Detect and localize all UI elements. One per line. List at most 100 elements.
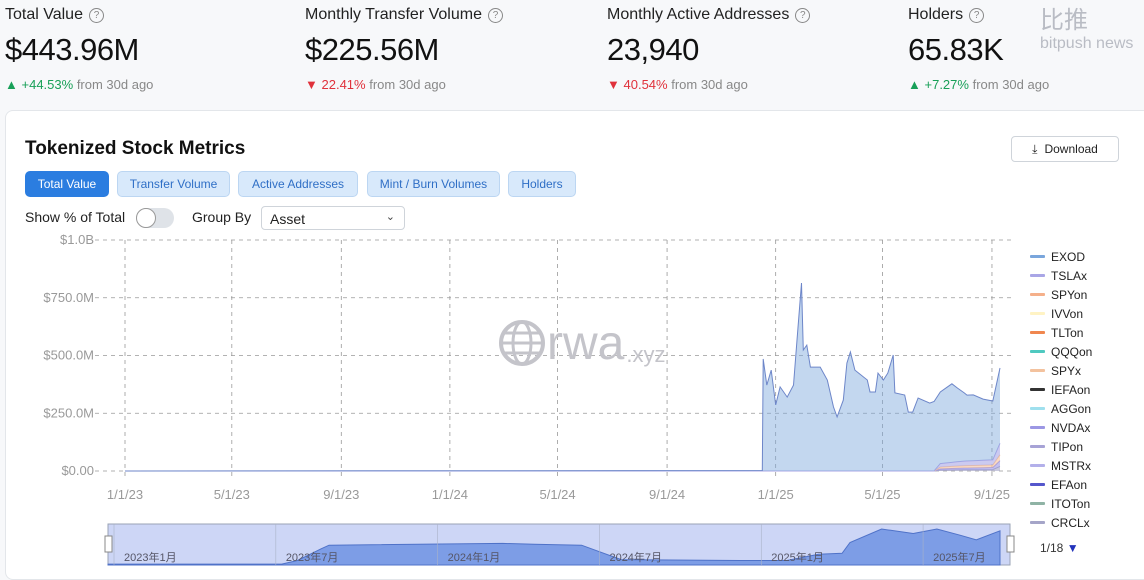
stat-card: Monthly Active Addresses? 23,940 ▼ 40.54… (607, 6, 811, 92)
line-tslax (125, 443, 1001, 472)
bitpush-logo: 比推 bitpush news (1040, 8, 1133, 54)
stat-card: Holders? 65.83K ▲ +7.27% from 30d ago (908, 6, 1049, 92)
watermark-suffix: .xyz (626, 342, 666, 367)
y-tick-label: $0.00 (61, 463, 94, 478)
stat-change-suffix: from 30d ago (369, 77, 446, 92)
logo-text: bitpush news (1040, 35, 1134, 52)
legend-item[interactable]: SPYon (1030, 285, 1092, 304)
navigator-tick-label: 2025年1月 (771, 550, 824, 564)
watermark-text: rwa (547, 317, 625, 370)
download-button[interactable]: ⤓ Download (1011, 136, 1119, 162)
y-tick-label: $750.0M (43, 290, 94, 305)
navigator-area (107, 528, 1001, 566)
show-pct-toggle[interactable] (136, 208, 174, 228)
stat-change: +7.27% (924, 77, 969, 92)
legend-label: IEFAon (1051, 382, 1091, 397)
legend-next-icon[interactable]: ▼ (1066, 541, 1079, 555)
group-by-select[interactable]: Asset ⌄ (261, 206, 405, 230)
stat-change: 22.41% (321, 77, 366, 92)
arrow-up-icon: ▲ (5, 77, 18, 92)
legend-item[interactable]: TSLAx (1030, 266, 1092, 285)
legend-label: IVVon (1051, 306, 1084, 321)
legend-item[interactable]: CRCLx (1030, 513, 1092, 532)
stat-card: Monthly Transfer Volume? $225.56M ▼ 22.4… (305, 6, 503, 92)
tab-mint-burn-volumes[interactable]: Mint / Burn Volumes (367, 171, 500, 197)
navigator-tick-label: 2025年7月 (933, 550, 986, 564)
stat-change: +44.53% (21, 77, 74, 92)
card-title: Tokenized Stock Metrics (25, 138, 246, 159)
stat-value: $225.56M (305, 32, 439, 67)
x-tick-label: 5/1/23 (214, 487, 250, 502)
stat-change-suffix: from 30d ago (671, 77, 748, 92)
x-tick-label: 1/1/24 (432, 487, 468, 502)
legend-swatch (1030, 407, 1045, 410)
legend-label: QQQon (1051, 344, 1093, 359)
tab-holders[interactable]: Holders (508, 171, 576, 197)
y-tick-label: $250.0M (43, 405, 94, 420)
legend-swatch (1030, 312, 1045, 315)
legend-item[interactable]: QQQon (1030, 342, 1092, 361)
legend-label: TIPon (1051, 439, 1084, 454)
legend-swatch (1030, 388, 1045, 391)
x-tick-label: 5/1/24 (540, 487, 576, 502)
rwa-watermark: rwa .xyz (497, 318, 665, 368)
legend-item[interactable]: EXOD (1030, 247, 1092, 266)
legend-swatch (1030, 521, 1045, 524)
legend-swatch (1030, 350, 1045, 353)
legend-page: 1/18 (1040, 541, 1064, 555)
stat-label: Holders (908, 6, 964, 23)
x-tick-label: 1/1/23 (107, 487, 143, 502)
legend-label: TLTon (1051, 325, 1084, 340)
x-tick-label: 9/1/23 (323, 487, 359, 502)
legend-item[interactable]: EFAon (1030, 475, 1092, 494)
legend-item[interactable]: IVVon (1030, 304, 1092, 323)
line-exod (124, 282, 1001, 472)
download-icon: ⤓ (1032, 141, 1038, 156)
legend-item[interactable]: AGGon (1030, 399, 1092, 418)
legend-swatch (1030, 426, 1045, 429)
legend-swatch (1030, 502, 1045, 505)
legend-swatch (1030, 293, 1045, 296)
legend-item[interactable]: MSTRx (1030, 456, 1092, 475)
navigator-handle[interactable] (1006, 535, 1015, 553)
tab-active-addresses[interactable]: Active Addresses (238, 171, 358, 197)
legend-swatch (1030, 274, 1045, 277)
stat-value: 23,940 (607, 32, 699, 67)
stat-value: 65.83K (908, 32, 1004, 67)
tab-transfer-volume[interactable]: Transfer Volume (117, 171, 230, 197)
chart-legend: EXOD TSLAx SPYon IVVon TLTon QQQon SPYx IEFAon A… (1030, 247, 1092, 532)
help-icon[interactable]: ? (969, 7, 985, 23)
globe-icon (499, 320, 545, 366)
x-tick-label: 9/1/24 (649, 487, 685, 502)
legend-item[interactable]: NVDAx (1030, 418, 1092, 437)
legend-pager[interactable]: 1/18 ▼ (1040, 541, 1079, 555)
x-tick-label: 1/1/25 (758, 487, 794, 502)
legend-item[interactable]: SPYx (1030, 361, 1092, 380)
legend-label: EXOD (1051, 249, 1086, 264)
help-icon[interactable]: ? (88, 7, 104, 23)
legend-swatch (1030, 483, 1045, 486)
legend-item[interactable]: IEFAon (1030, 380, 1092, 399)
area-exod (125, 283, 1000, 471)
stat-card: Total Value? $443.96M ▲ +44.53% from 30d… (5, 6, 153, 92)
stat-label: Monthly Transfer Volume (305, 6, 482, 23)
y-tick-label: $1.0B (60, 232, 94, 247)
toggle-knob (136, 208, 156, 228)
legend-item[interactable]: TLTon (1030, 323, 1092, 342)
legend-label: SPYon (1051, 287, 1088, 302)
help-icon[interactable]: ? (795, 7, 811, 23)
navigator-tick-label: 2024年7月 (609, 550, 662, 564)
legend-label: SPYx (1051, 363, 1082, 378)
navigator-tick-label: 2023年1月 (124, 550, 177, 564)
legend-item[interactable]: TIPon (1030, 437, 1092, 456)
help-icon[interactable]: ? (487, 7, 503, 23)
stat-change-suffix: from 30d ago (76, 77, 154, 92)
group-by-value: Asset (270, 211, 306, 227)
stat-label: Total Value (5, 6, 83, 23)
tab-total-value[interactable]: Total Value (25, 171, 109, 197)
navigator-handle[interactable] (104, 535, 113, 553)
legend-label: MSTRx (1051, 458, 1091, 473)
arrow-up-icon: ▲ (908, 77, 921, 92)
legend-item[interactable]: ITOTon (1030, 494, 1092, 513)
